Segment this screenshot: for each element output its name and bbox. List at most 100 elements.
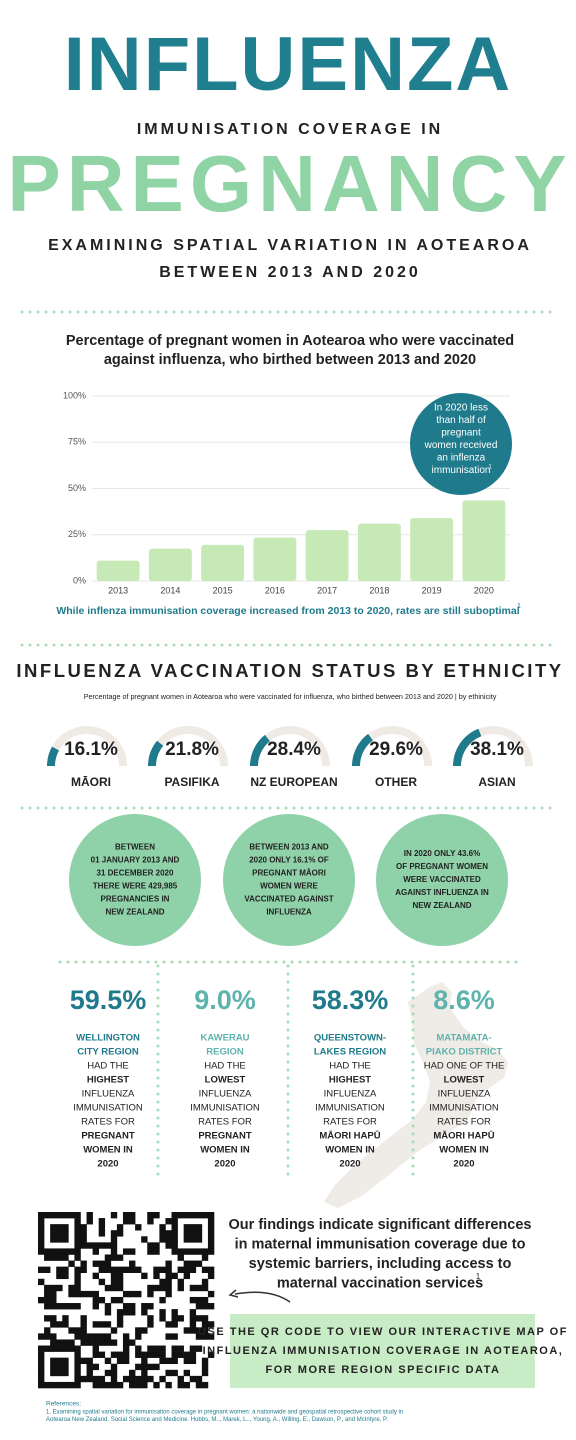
qr-module: [165, 1272, 172, 1280]
qr-module: [86, 1290, 93, 1298]
qr-module: [165, 1230, 172, 1237]
qr-module: [44, 1266, 51, 1273]
qr-module: [110, 1284, 118, 1292]
qr-module: [38, 1333, 45, 1340]
qr-module: [74, 1212, 81, 1219]
qr-module: [129, 1339, 136, 1346]
findings-text: Our findings indicate significant differ…: [229, 1217, 532, 1233]
qr-module: [195, 1248, 203, 1255]
qr-module: [165, 1266, 172, 1273]
annotation: women received: [424, 440, 498, 451]
qr-module: [122, 1303, 130, 1310]
qr-module: [165, 1278, 172, 1286]
region-text: RATES FOR: [437, 1117, 491, 1128]
gauge-arc: [453, 728, 482, 767]
qr-module: [171, 1224, 178, 1231]
qr-module: [98, 1266, 106, 1273]
section-subtitle: Percentage of pregnant women in Aotearoa…: [84, 692, 497, 701]
qr-module: [159, 1375, 166, 1383]
qr-module: [38, 1248, 45, 1255]
qr-module: [201, 1303, 209, 1310]
region-value: 58.3%: [312, 985, 389, 1015]
qr-module: [56, 1254, 63, 1261]
gauge-value: 38.1%: [470, 739, 524, 760]
qr-module: [153, 1284, 160, 1292]
qr-module: [62, 1345, 69, 1352]
qr-module: [207, 1236, 215, 1243]
region-text: HIGHEST: [329, 1075, 371, 1086]
qr-module: [44, 1290, 51, 1298]
qr-module: [74, 1248, 81, 1255]
fact-circle: [223, 814, 355, 946]
region-text: PREGNANT: [81, 1131, 135, 1142]
qr-module: [147, 1315, 154, 1322]
qr-module: [80, 1321, 87, 1328]
qr-module: [98, 1230, 106, 1237]
fact-text: PREGNANCIES IN: [101, 895, 170, 904]
findings-ref: 1: [476, 1272, 481, 1281]
qr-module: [80, 1315, 87, 1322]
qr-module: [74, 1345, 81, 1352]
qr-module: [62, 1236, 69, 1243]
qr-module: [201, 1284, 209, 1292]
gauge-arc: [250, 734, 271, 767]
qr-module: [50, 1363, 57, 1371]
qr-module: [183, 1260, 191, 1267]
qr-module: [110, 1236, 118, 1243]
region-text: 2020: [339, 1159, 360, 1170]
qr-module: [50, 1290, 57, 1298]
qr-module: [92, 1345, 99, 1352]
qr-module: [122, 1339, 130, 1346]
nz-map: [324, 982, 508, 1208]
qr-module: [159, 1345, 166, 1352]
qr-module: [135, 1375, 142, 1383]
qr-module: [201, 1248, 209, 1255]
caption: While inflenza immunisation coverage inc…: [56, 605, 519, 617]
qr-module: [56, 1224, 63, 1231]
qr-module: [44, 1212, 51, 1219]
bar: [410, 518, 454, 581]
qr-module: [195, 1224, 203, 1231]
annotation: an inflenza: [437, 453, 486, 464]
qr-module: [207, 1212, 215, 1219]
qr-module: [153, 1242, 160, 1249]
qr-module: [201, 1315, 209, 1322]
region-text: IMMUNISATION: [73, 1103, 143, 1114]
region-text: IMMUNISATION: [315, 1103, 385, 1114]
qr-module: [159, 1351, 166, 1358]
qr-module: [177, 1254, 184, 1261]
qr-module: [74, 1224, 81, 1231]
qr-module: [110, 1242, 118, 1249]
qr-module: [189, 1236, 197, 1243]
qr-module: [116, 1284, 124, 1292]
qr-module: [147, 1218, 154, 1225]
qr-module: [141, 1357, 148, 1365]
qr-module: [147, 1375, 154, 1383]
qr-module: [171, 1309, 178, 1316]
qr-module: [38, 1375, 45, 1383]
qr-module: [129, 1266, 136, 1273]
region-text: HIGHEST: [87, 1075, 129, 1086]
qr-module: [44, 1327, 51, 1334]
fact-text: 31 DECEMBER 2020: [97, 869, 174, 878]
qr-module: [110, 1230, 118, 1237]
qr-module: [56, 1248, 63, 1255]
qr-module: [98, 1224, 106, 1231]
qr-module: [56, 1339, 63, 1346]
qr-module: [62, 1321, 69, 1328]
qr-module: [44, 1254, 51, 1261]
qr-module: [165, 1218, 172, 1225]
qr-module: [171, 1357, 178, 1365]
qr-module: [74, 1375, 81, 1383]
qr-module: [141, 1381, 148, 1389]
qr-module: [116, 1278, 124, 1286]
region-text: LOWEST: [205, 1075, 246, 1086]
qr-module: [50, 1284, 57, 1292]
qr-module: [80, 1333, 87, 1340]
qr-module: [104, 1369, 112, 1377]
qr-module: [38, 1369, 45, 1377]
qr-module: [38, 1381, 45, 1389]
fact-text: OF PREGNANT WOMEN: [396, 862, 488, 871]
qr-module: [56, 1272, 63, 1280]
qr-module: [189, 1321, 197, 1328]
